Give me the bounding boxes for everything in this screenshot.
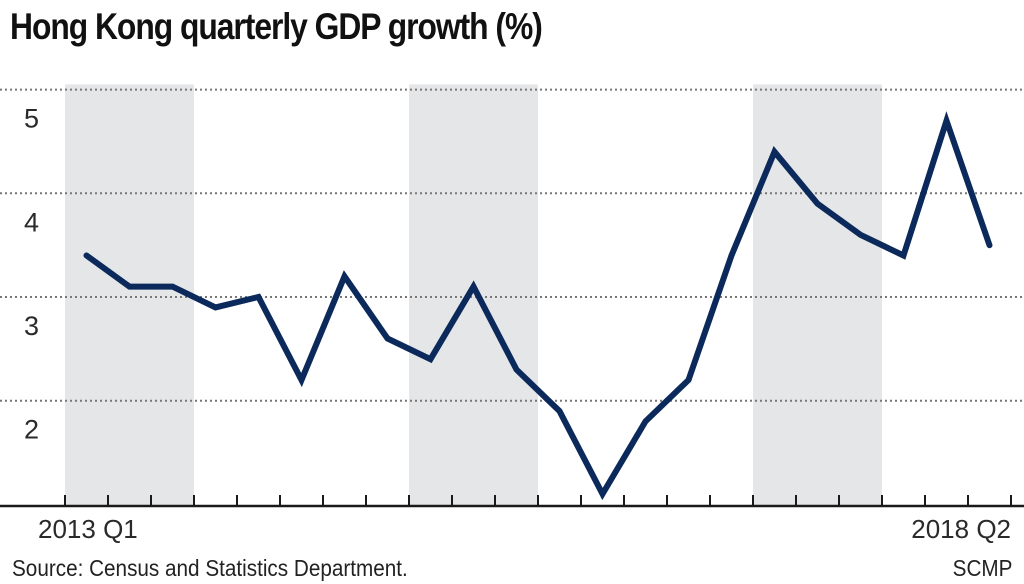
y-tick-label-5: 5 bbox=[24, 104, 39, 134]
shaded-band-2013 bbox=[65, 84, 194, 506]
credit-note: SCMP bbox=[952, 555, 1012, 581]
shaded-band-2017 bbox=[753, 84, 882, 506]
chart-title: Hong Kong quarterly GDP growth (%) bbox=[10, 6, 543, 47]
y-tick-label-4: 4 bbox=[24, 207, 39, 237]
y-tick-label-2: 2 bbox=[24, 415, 39, 445]
series-line-gdp-growth bbox=[83, 111, 993, 501]
shaded-band-2015 bbox=[409, 84, 538, 506]
source-note: Source: Census and Statistics Department… bbox=[12, 555, 408, 581]
gridlines bbox=[0, 88, 1024, 402]
y-axis-labels: 2 3 4 5 bbox=[24, 104, 39, 445]
x-axis-ticks bbox=[64, 495, 1012, 506]
x-label-first: 2013 Q1 bbox=[38, 514, 138, 544]
y-tick-label-3: 3 bbox=[24, 311, 39, 341]
shaded-bands bbox=[65, 84, 882, 506]
x-label-last: 2018 Q2 bbox=[911, 514, 1011, 544]
